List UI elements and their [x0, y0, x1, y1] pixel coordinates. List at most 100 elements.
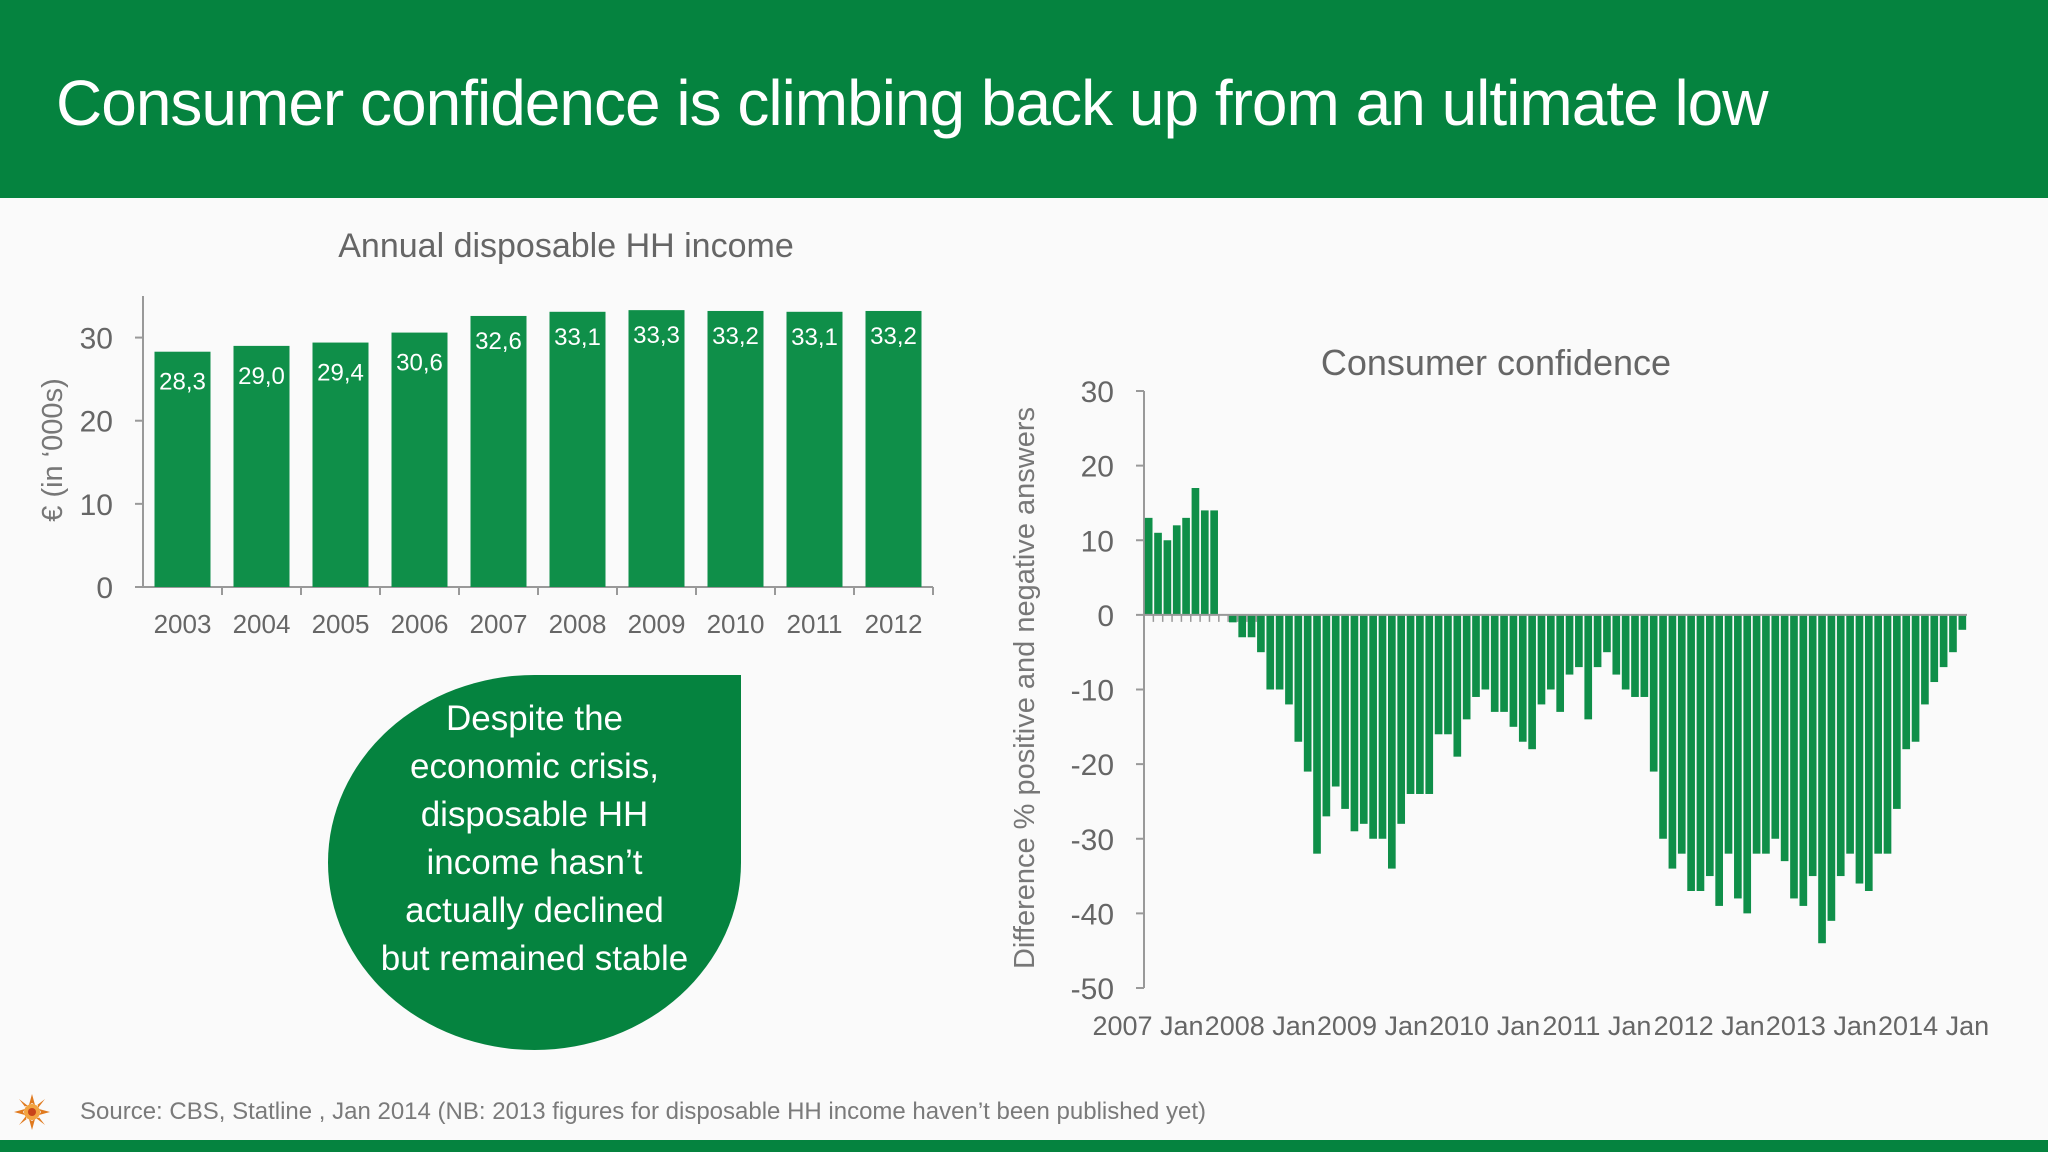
confidence-bar — [1303, 614, 1312, 772]
income-bar — [628, 310, 685, 587]
confidence-bar — [1649, 614, 1658, 772]
confidence-y-tick-label: -30 — [1071, 824, 1114, 857]
confidence-bar — [1659, 614, 1667, 839]
income-bar — [549, 311, 606, 587]
confidence-y-tick-label: -50 — [1071, 973, 1114, 1006]
confidence-bar — [1734, 614, 1742, 899]
confidence-bar — [1238, 614, 1247, 638]
confidence-bar — [1359, 614, 1368, 824]
income-data-label: 33,1 — [791, 324, 838, 351]
confidence-bar — [1546, 614, 1555, 690]
income-data-label: 33,2 — [712, 323, 759, 350]
confidence-bar — [1481, 614, 1490, 690]
confidence-bar — [1705, 614, 1714, 877]
confidence-bar — [1172, 525, 1181, 615]
confidence-bar — [1939, 614, 1948, 668]
confidence-bar — [1836, 614, 1845, 877]
confidence-bar — [1790, 614, 1798, 899]
bottom-bar — [0, 1140, 2048, 1152]
income-data-label: 28,3 — [159, 369, 206, 396]
confidence-bar — [1154, 532, 1162, 615]
confidence-bar — [1958, 614, 1967, 630]
confidence-y-tick-label: 10 — [1081, 525, 1114, 558]
confidence-bar — [1434, 614, 1443, 735]
confidence-y-tick-label: 30 — [1081, 376, 1114, 409]
confidence-bar — [1397, 614, 1406, 824]
income-x-tick-label: 2005 — [312, 609, 370, 639]
confidence-bar — [1874, 614, 1882, 854]
page-title: Consumer confidence is climbing back up … — [56, 67, 1768, 139]
confidence-y-tick-label: -40 — [1071, 898, 1114, 931]
confidence-bar — [1808, 614, 1817, 877]
confidence-bar — [1593, 614, 1602, 668]
income-x-tick-label: 2011 — [787, 609, 843, 639]
confidence-bar — [1509, 614, 1518, 727]
confidence-bar — [1921, 614, 1929, 705]
confidence-bar — [1453, 614, 1462, 757]
income-x-tick-label: 2004 — [233, 609, 291, 639]
income-chart-title: Annual disposable HH income — [338, 227, 793, 265]
confidence-y-tick-label: 0 — [1097, 600, 1114, 633]
confidence-bar — [1631, 614, 1639, 697]
confidence-bar — [1603, 614, 1611, 653]
confidence-bar — [1883, 614, 1892, 854]
confidence-bar — [1640, 614, 1649, 697]
confidence-bar — [1677, 614, 1686, 854]
confidence-bar — [1416, 614, 1424, 794]
confidence-bar — [1200, 510, 1209, 615]
confidence-bar — [1771, 614, 1780, 839]
confidence-bar — [1575, 614, 1583, 668]
confidence-bar — [1369, 614, 1377, 839]
confidence-bar — [1537, 614, 1546, 705]
income-y-tick-label: 0 — [96, 572, 113, 605]
confidence-bar — [1762, 614, 1770, 854]
confidence-bar-chart: Consumer confidence Difference % positiv… — [1009, 342, 1989, 1041]
callout-text: Despite the economic crisis, disposable … — [380, 699, 689, 978]
confidence-bar — [1275, 614, 1284, 690]
confidence-bar — [1444, 614, 1452, 735]
confidence-chart-title: Consumer confidence — [1321, 342, 1671, 383]
confidence-chart-ylabel: Difference % positive and negative answe… — [1009, 407, 1041, 969]
confidence-bar — [1406, 614, 1415, 794]
confidence-bar — [1528, 614, 1536, 750]
income-bar — [865, 310, 922, 587]
confidence-bar — [1949, 614, 1957, 653]
confidence-bar — [1743, 614, 1752, 914]
income-y-tick-label: 30 — [80, 323, 113, 356]
confidence-bar — [1285, 614, 1293, 705]
confidence-bar — [1846, 614, 1854, 854]
income-x-tick-label: 2007 — [470, 609, 528, 639]
confidence-bar — [1490, 614, 1499, 712]
income-data-label: 29,0 — [238, 363, 285, 390]
confidence-bar — [1668, 614, 1677, 869]
income-data-label: 32,6 — [475, 328, 522, 355]
confidence-bar — [1191, 488, 1200, 615]
income-chart-ylabel: € (in ‘000s) — [37, 378, 69, 521]
confidence-bar — [1780, 614, 1789, 862]
confidence-bar — [1584, 614, 1593, 720]
confidence-bar — [1556, 614, 1565, 712]
confidence-bar — [1294, 614, 1303, 742]
income-x-tick-label: 2010 — [707, 609, 765, 639]
confidence-bar — [1612, 614, 1621, 675]
income-x-tick-label: 2006 — [391, 609, 449, 639]
income-bar — [233, 345, 290, 587]
income-bar — [312, 342, 369, 587]
confidence-bar — [1163, 540, 1172, 615]
income-data-label: 30,6 — [396, 350, 443, 377]
confidence-y-tick-label: -20 — [1071, 749, 1114, 782]
income-bar — [707, 310, 764, 587]
confidence-bar — [1687, 614, 1695, 891]
income-bar — [470, 315, 527, 587]
confidence-bar — [1322, 614, 1331, 817]
income-bar — [786, 311, 843, 587]
income-data-label: 33,2 — [870, 323, 917, 350]
confidence-x-tick-label: 2010 Jan — [1429, 1011, 1540, 1041]
confidence-bar — [1902, 614, 1911, 750]
income-y-tick-label: 10 — [80, 489, 113, 522]
income-x-tick-label: 2008 — [549, 609, 607, 639]
callout-bubble — [328, 675, 741, 1050]
confidence-bar — [1818, 614, 1826, 944]
confidence-bar — [1350, 614, 1359, 832]
confidence-bar — [1266, 614, 1275, 690]
